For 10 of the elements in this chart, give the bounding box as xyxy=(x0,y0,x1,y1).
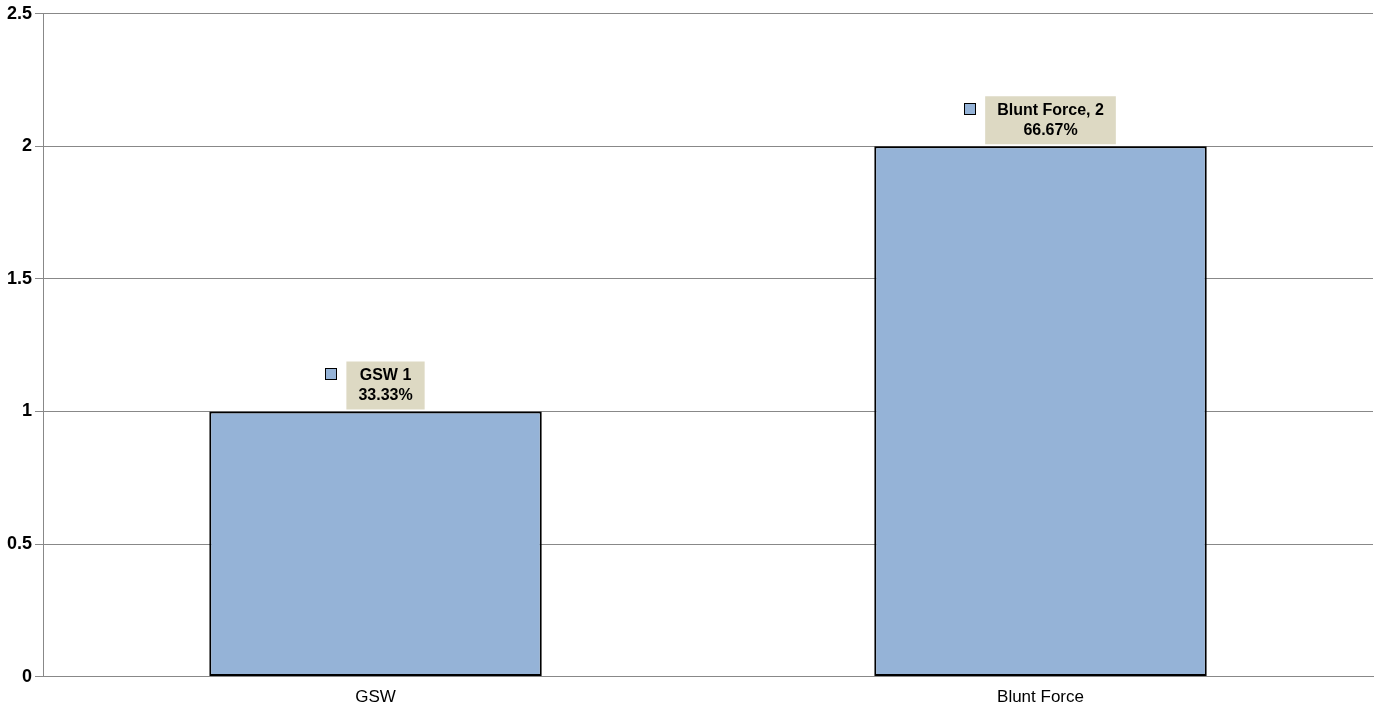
data-label: Blunt Force, 2 66.67% xyxy=(997,100,1104,138)
y-tick-label: 1.5 xyxy=(6,267,33,288)
x-tick-label: Blunt Force xyxy=(997,687,1084,707)
y-tick-label: 0 xyxy=(22,665,33,686)
y-tick-label: 2 xyxy=(22,135,33,156)
y-tick-label: 0.5 xyxy=(6,533,33,554)
data-label: GSW 1 33.33% xyxy=(358,365,413,403)
y-tick-label: 1 xyxy=(22,400,33,421)
y-tick-label: 2.5 xyxy=(6,2,33,23)
x-tick-label: GSW xyxy=(355,687,396,707)
